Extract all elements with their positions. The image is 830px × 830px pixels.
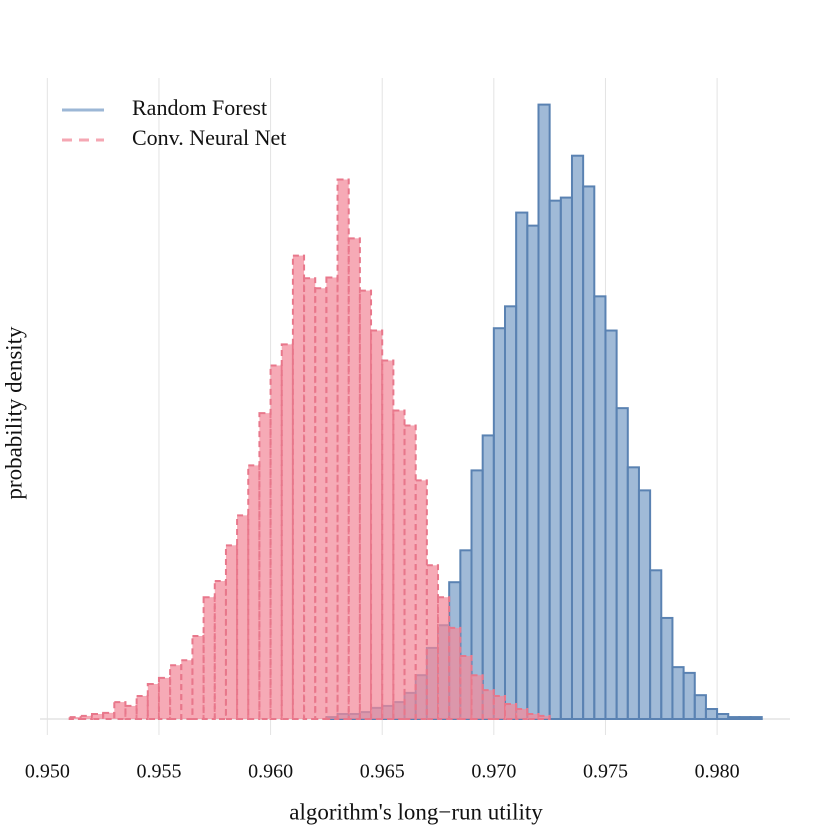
legend-label: Conv. Neural Net (132, 125, 286, 150)
histogram-bar (113, 701, 127, 720)
histogram-bar (492, 327, 507, 720)
histogram-bar (146, 683, 160, 720)
histogram-bar (202, 596, 216, 720)
histogram-bar (191, 635, 205, 721)
histogram-bar (213, 580, 227, 720)
x-tick-label: 0.975 (583, 761, 628, 783)
histogram-bar (224, 544, 239, 721)
histogram-bar (481, 434, 495, 720)
histogram-bar (325, 276, 339, 720)
histogram-bar (392, 409, 406, 720)
histogram-bar (68, 716, 82, 721)
histogram-bar (738, 716, 752, 721)
histogram-bar (693, 694, 707, 720)
x-axis-label: algorithm's long−run utility (289, 799, 543, 824)
histogram-bar (526, 224, 540, 720)
histogram-bar (459, 654, 473, 721)
histogram-bar (504, 703, 518, 720)
histogram-bar (102, 711, 116, 720)
histogram-bar (381, 359, 395, 720)
histogram-bar (358, 289, 373, 720)
histogram-bar (403, 424, 417, 720)
histogram-bar (314, 287, 328, 720)
x-tick-label: 0.955 (136, 761, 181, 783)
histogram-bar (180, 659, 194, 721)
histogram-bar (548, 199, 562, 720)
histogram-bar (504, 305, 518, 720)
histogram-bar (515, 708, 529, 721)
histogram-bar (559, 196, 573, 721)
y-axis-label: probability density (1, 326, 26, 500)
histogram-bar (582, 185, 596, 720)
histogram-bar (157, 676, 172, 720)
histogram-bar (649, 569, 663, 720)
histogram-bar (90, 713, 105, 720)
histogram-bar (425, 564, 440, 721)
x-tick-label: 0.970 (471, 761, 516, 783)
histogram-bar (727, 716, 741, 721)
histogram-bar (604, 329, 618, 720)
histogram-bar (704, 708, 719, 721)
histogram-bar (437, 596, 451, 720)
histogram-bar (716, 713, 730, 720)
histogram-bar (593, 295, 607, 720)
histogram-bar (470, 674, 484, 720)
histogram-bar (492, 694, 507, 720)
x-tick-label: 0.980 (695, 761, 740, 783)
histogram-bar (269, 364, 283, 720)
histogram-bar (135, 694, 149, 720)
histogram-bar (749, 716, 763, 721)
histogram-bar (347, 237, 361, 721)
histogram-bar (615, 407, 629, 720)
histogram-bar (280, 343, 294, 720)
histogram-bar (570, 154, 585, 720)
histogram-bar (258, 412, 272, 720)
histogram-bar (370, 329, 384, 720)
x-tick-label: 0.960 (248, 761, 293, 783)
histogram-bar (79, 714, 93, 721)
histogram-bar (169, 664, 183, 720)
histogram-bar (626, 466, 640, 720)
histogram-bar (671, 666, 685, 720)
histogram-bar (660, 616, 674, 720)
histogram-bar (247, 464, 261, 720)
histogram-bar (526, 713, 540, 720)
histogram-bar (537, 714, 551, 721)
histogram-bar (414, 479, 428, 721)
histogram-bar (336, 178, 350, 721)
histogram-bar (291, 254, 306, 720)
histogram-bar (637, 489, 652, 720)
legend-label: Random Forest (132, 95, 267, 120)
histogram-bar (303, 277, 317, 720)
histogram-bar (682, 671, 696, 721)
x-tick-label: 0.965 (360, 761, 405, 783)
histogram-bar (124, 704, 138, 720)
x-tick-label: 0.950 (25, 761, 70, 783)
histogram-bar (515, 211, 529, 720)
histogram-bar (537, 103, 551, 720)
histogram-bar (481, 689, 495, 721)
histogram-bar (236, 514, 250, 720)
histogram-bar (448, 626, 462, 721)
